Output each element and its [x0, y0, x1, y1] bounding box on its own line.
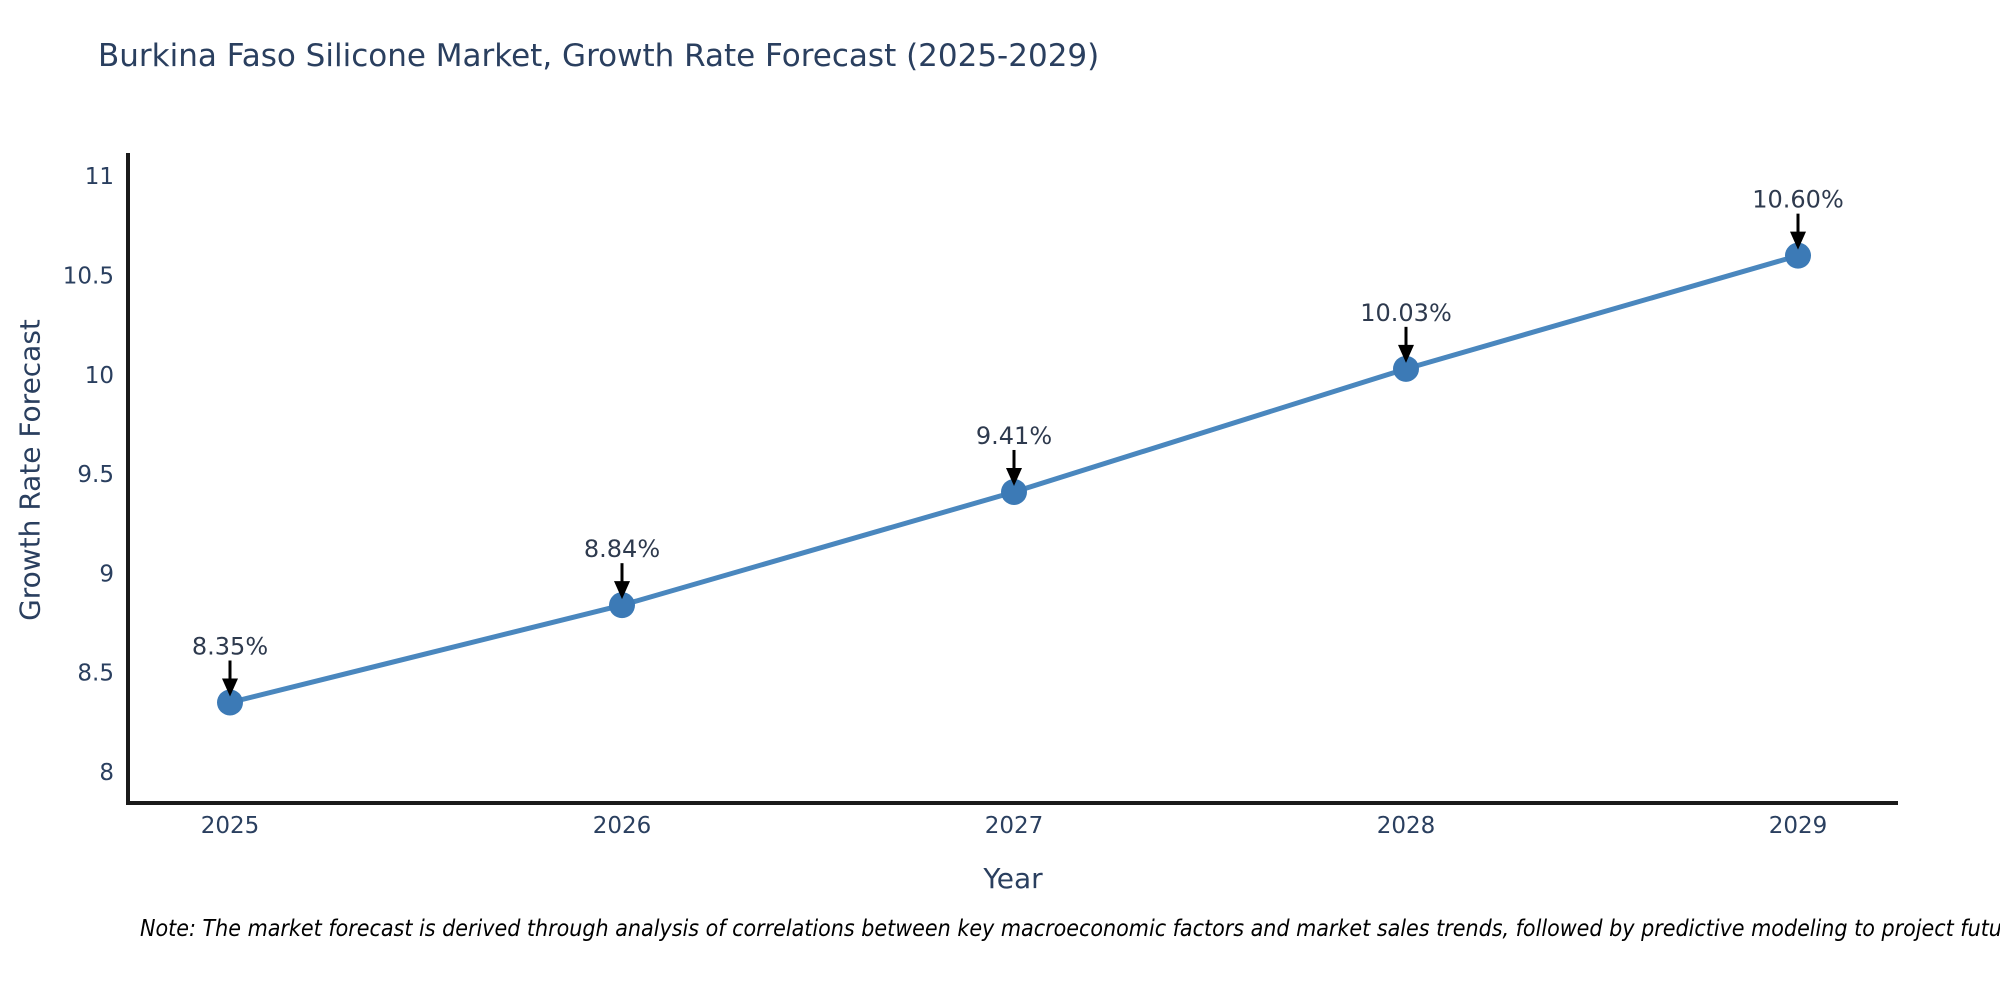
chart-title: Burkina Faso Silicone Market, Growth Rat… — [98, 38, 1100, 74]
y-tick-label: 9.5 — [77, 462, 114, 488]
data-point-label: 10.03% — [1360, 299, 1452, 327]
y-axis-title: Growth Rate Forecast — [13, 319, 47, 621]
y-axis-ticks: 8 8.5 9 9.5 10 10.5 11 — [63, 164, 114, 786]
data-point-label: 9.41% — [976, 422, 1052, 450]
data-point-marker — [609, 592, 635, 619]
data-point-marker — [1785, 242, 1811, 269]
x-tick-label: 2025 — [201, 813, 260, 839]
annotation-arrow-head — [1398, 344, 1414, 363]
y-tick-label: 8.5 — [77, 661, 114, 687]
data-point-marker — [1001, 478, 1027, 505]
data-point-marker — [217, 689, 243, 716]
footnote: Note: The market forecast is derived thr… — [140, 916, 2000, 942]
point-annotations: 8.35% 8.84% 9.41% 10.03% 10.60% — [192, 186, 1844, 697]
data-point-label: 8.84% — [584, 535, 660, 563]
x-axis-ticks: 2025 2026 2027 2028 2029 — [201, 813, 1828, 839]
x-tick-label: 2027 — [985, 813, 1044, 839]
annotation-arrow-head — [222, 678, 238, 697]
y-tick-label: 9 — [99, 561, 114, 587]
annotation-arrow-head — [1790, 231, 1806, 250]
x-tick-label: 2029 — [1769, 813, 1828, 839]
y-tick-label: 10 — [85, 363, 114, 389]
x-tick-label: 2026 — [593, 813, 652, 839]
y-tick-label: 11 — [85, 164, 114, 190]
data-point-marker — [1393, 355, 1419, 382]
data-point-label: 10.60% — [1752, 186, 1844, 214]
y-tick-label: 10.5 — [63, 264, 114, 290]
y-tick-label: 8 — [99, 760, 114, 786]
x-tick-label: 2028 — [1377, 813, 1436, 839]
data-series — [217, 242, 1811, 716]
annotation-arrow-head — [1006, 467, 1022, 486]
annotation-arrow-head — [614, 581, 630, 600]
data-point-label: 8.35% — [192, 632, 268, 660]
x-axis-title: Year — [983, 862, 1043, 895]
